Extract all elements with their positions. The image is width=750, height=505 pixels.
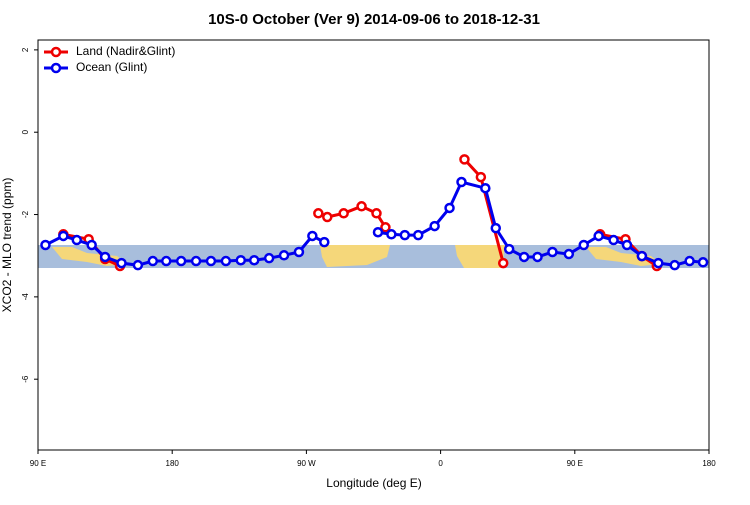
point: [319, 236, 330, 248]
point: [99, 251, 111, 263]
x-tick-label: 90 E: [30, 459, 46, 468]
point: [518, 251, 530, 263]
x-tick-label: 180: [702, 459, 716, 468]
point: [248, 254, 260, 266]
point: [372, 226, 384, 238]
point: [497, 257, 509, 269]
point: [190, 255, 202, 267]
land-shape: [455, 245, 505, 268]
y-tick-label: -2: [21, 210, 30, 218]
point: [147, 255, 159, 267]
x-tick-label: 180: [166, 459, 180, 468]
point: [235, 254, 247, 266]
point: [399, 229, 411, 241]
point: [71, 234, 83, 246]
point: [412, 229, 424, 241]
point: [356, 201, 367, 212]
point: [429, 220, 440, 232]
legend-label: Land (Nadir&Glint): [76, 44, 175, 58]
point: [684, 255, 695, 267]
point: [40, 239, 51, 251]
point: [322, 211, 333, 223]
point: [547, 246, 558, 258]
y-tick-label: -4: [21, 293, 30, 301]
point: [669, 259, 680, 271]
point: [220, 255, 232, 267]
point: [563, 248, 575, 260]
point: [444, 202, 455, 214]
point: [160, 255, 172, 267]
point: [697, 257, 709, 268]
y-tick-label: 2: [21, 47, 30, 52]
land-shape: [320, 245, 390, 267]
point: [386, 229, 397, 240]
point: [475, 171, 487, 183]
point: [263, 252, 275, 264]
point: [503, 243, 515, 255]
point: [456, 176, 467, 188]
point: [480, 182, 491, 194]
point: [307, 230, 318, 242]
legend-marker: [50, 46, 62, 58]
chart-title: 10S-0 October (Ver 9) 2014-09-06 to 2018…: [208, 11, 540, 28]
point: [58, 230, 69, 242]
point: [132, 259, 144, 271]
legend-label: Ocean (Glint): [76, 60, 147, 74]
x-tick-label: 90 E: [567, 459, 583, 468]
point: [459, 154, 470, 165]
point: [116, 257, 127, 269]
point: [86, 239, 97, 251]
plot-frame: [37, 39, 710, 451]
point: [490, 222, 502, 234]
point: [278, 250, 290, 261]
point: [578, 239, 589, 251]
x-axis-label: Longitude (deg E): [326, 476, 421, 490]
x-tick-label: 90 W: [297, 459, 316, 468]
point: [593, 230, 604, 242]
point: [205, 255, 217, 267]
point: [653, 257, 664, 269]
point: [338, 208, 349, 219]
y-tick-label: -6: [21, 375, 30, 383]
x-tick-label: 0: [438, 459, 443, 468]
point: [371, 208, 382, 219]
legend-marker: [50, 62, 62, 74]
y-axis-label: XCO2 - MLO trend (ppm): [0, 178, 14, 313]
point: [621, 239, 633, 251]
point: [293, 246, 305, 258]
point: [608, 234, 619, 246]
point: [175, 255, 187, 267]
point: [380, 222, 391, 233]
y-tick-label: 0: [21, 129, 30, 134]
point: [636, 250, 648, 262]
point: [532, 251, 543, 263]
point: [313, 208, 324, 219]
